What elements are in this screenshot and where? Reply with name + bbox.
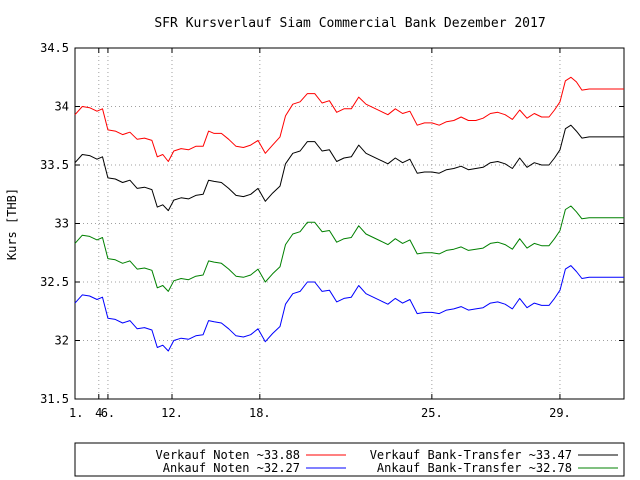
y-axis-ticks: 31.5 32 32.5 33 33.5 34 34.5 (40, 41, 624, 406)
x-tick-label: 6. (101, 406, 115, 420)
y-axis-label: Kurs [THB] (5, 188, 19, 260)
series-line-1 (74, 76, 624, 162)
y-tick-label: 33.5 (40, 158, 69, 172)
legend-entry-label: Ankauf Noten ~32.27 (163, 461, 300, 475)
legend-entry-label: Ankauf Bank-Transfer ~32.78 (377, 461, 572, 475)
y-tick-label: 34 (55, 100, 69, 114)
y-tick-label: 31.5 (40, 392, 69, 406)
series-lines (74, 76, 624, 352)
series-line-3 (74, 205, 624, 292)
series-line-2 (74, 124, 624, 212)
y-tick-label: 34.5 (40, 41, 69, 55)
y-tick-label: 33 (55, 217, 69, 231)
legend-entry-label: Verkauf Bank-Transfer ~33.47 (370, 448, 572, 462)
x-tick-label: 29. (549, 406, 571, 420)
x-tick-label: 18. (249, 406, 271, 420)
grid (75, 48, 624, 399)
series-line-4 (74, 265, 624, 352)
legend-box (74, 442, 625, 477)
x-tick-label: 12. (161, 406, 183, 420)
legend-entry-label: Verkauf Noten ~33.88 (156, 448, 301, 462)
y-tick-label: 32.5 (40, 275, 69, 289)
x-tick-label: 4 (95, 406, 102, 420)
x-tick-label: 1. (69, 406, 83, 420)
chart-title: SFR Kursverlauf Siam Commercial Bank Dez… (154, 16, 545, 31)
x-tick-label: 25. (421, 406, 443, 420)
legend: Verkauf Noten ~33.88 Verkauf Bank-Transfe… (74, 442, 625, 477)
x-axis-ticks: 1. 46. 12. 18. 25. 29. (69, 48, 571, 420)
y-tick-label: 32 (55, 334, 69, 348)
